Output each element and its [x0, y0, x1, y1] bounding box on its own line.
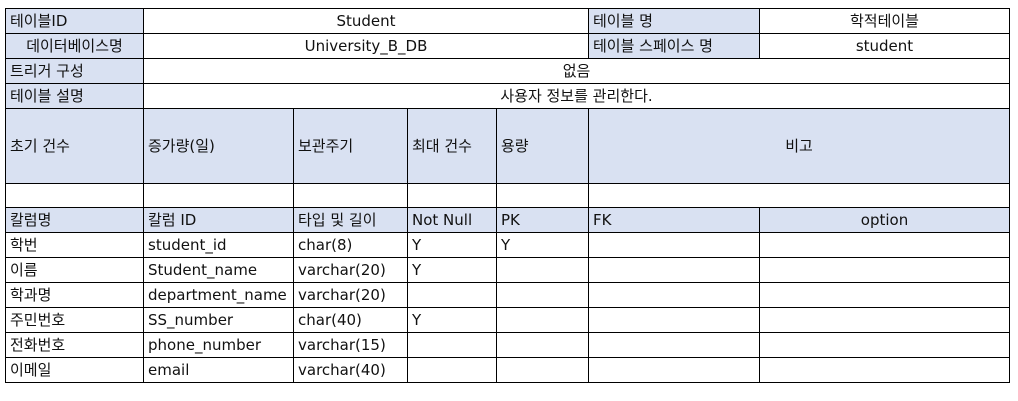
cell-pk[interactable]: Y: [496, 232, 589, 258]
row-db-name: 데이터베이스명 University_B_DB 테이블 스페이스 명 stude…: [5, 33, 1010, 59]
cell-option[interactable]: [759, 357, 1010, 383]
cell-type-length[interactable]: varchar(15): [293, 332, 408, 358]
cell-not-null[interactable]: Y: [407, 257, 497, 283]
cell-column-id[interactable]: student_id: [143, 232, 294, 258]
row-trigger: 트리거 구성 없음: [5, 58, 1010, 84]
cell-pk[interactable]: [496, 307, 589, 333]
value-table-id[interactable]: Student: [143, 8, 589, 34]
cell-column-id[interactable]: Student_name: [143, 257, 294, 283]
table-row: 학번 student_id char(8) Y Y: [5, 232, 1010, 258]
cell-column-id[interactable]: email: [143, 357, 294, 383]
cell-column-name[interactable]: 학번: [5, 232, 144, 258]
label-description[interactable]: 테이블 설명: [5, 83, 144, 109]
header-fk[interactable]: FK: [588, 207, 760, 233]
cell-daily-growth[interactable]: [143, 183, 294, 208]
cell-not-null[interactable]: Y: [407, 307, 497, 333]
cell-type-length[interactable]: char(8): [293, 232, 408, 258]
cell-not-null[interactable]: [407, 282, 497, 308]
header-type-length[interactable]: 타입 및 길이: [293, 207, 408, 233]
header-remarks[interactable]: 비고: [588, 108, 1010, 184]
table-row: 이름 Student_name varchar(20) Y: [5, 257, 1010, 283]
cell-fk[interactable]: [588, 232, 760, 258]
cell-remarks[interactable]: [588, 183, 1010, 208]
value-db-name[interactable]: University_B_DB: [143, 33, 589, 59]
row-description: 테이블 설명 사용자 정보를 관리한다.: [5, 83, 1010, 109]
table-row: 학과명 department_name varchar(20): [5, 282, 1010, 308]
cell-fk[interactable]: [588, 357, 760, 383]
label-table-name[interactable]: 테이블 명: [588, 8, 760, 34]
cell-capacity[interactable]: [496, 183, 589, 208]
cell-pk[interactable]: [496, 332, 589, 358]
cell-fk[interactable]: [588, 332, 760, 358]
row-volume-headers: 초기 건수 증가량(일) 보관주기 최대 건수 용량 비고: [5, 108, 1010, 184]
cell-type-length[interactable]: varchar(20): [293, 282, 408, 308]
label-table-id[interactable]: 테이블ID: [5, 8, 144, 34]
value-table-name[interactable]: 학적테이블: [759, 8, 1010, 34]
cell-retention[interactable]: [293, 183, 408, 208]
cell-fk[interactable]: [588, 307, 760, 333]
cell-column-id[interactable]: department_name: [143, 282, 294, 308]
cell-option[interactable]: [759, 332, 1010, 358]
column-rows: 학번 student_id char(8) Y Y 이름 Student_name varch…: [5, 232, 1010, 383]
cell-type-length[interactable]: char(40): [293, 307, 408, 333]
table-row: 전화번호 phone_number varchar(15): [5, 332, 1010, 358]
row-table-id: 테이블ID Student 테이블 명 학적테이블: [5, 8, 1010, 34]
row-volume-values: [5, 183, 1010, 208]
label-db-name[interactable]: 데이터베이스명: [5, 33, 144, 59]
cell-not-null[interactable]: [407, 332, 497, 358]
header-retention[interactable]: 보관주기: [293, 108, 408, 184]
header-initial-count[interactable]: 초기 건수: [5, 108, 144, 184]
value-trigger[interactable]: 없음: [143, 58, 1010, 84]
cell-column-name[interactable]: 학과명: [5, 282, 144, 308]
header-capacity[interactable]: 용량: [496, 108, 589, 184]
cell-column-id[interactable]: SS_number: [143, 307, 294, 333]
header-column-name[interactable]: 칼럼명: [5, 207, 144, 233]
header-pk[interactable]: PK: [496, 207, 589, 233]
cell-max-count[interactable]: [407, 183, 497, 208]
cell-not-null[interactable]: Y: [407, 232, 497, 258]
header-option[interactable]: option: [759, 207, 1010, 233]
cell-column-name[interactable]: 주민번호: [5, 307, 144, 333]
header-daily-growth[interactable]: 증가량(일): [143, 108, 294, 184]
header-not-null[interactable]: Not Null: [407, 207, 497, 233]
cell-type-length[interactable]: varchar(40): [293, 357, 408, 383]
row-column-headers: 칼럼명 칼럼 ID 타입 및 길이 Not Null PK FK option: [5, 207, 1010, 233]
cell-option[interactable]: [759, 257, 1010, 283]
cell-type-length[interactable]: varchar(20): [293, 257, 408, 283]
label-tablespace[interactable]: 테이블 스페이스 명: [588, 33, 760, 59]
table-row: 주민번호 SS_number char(40) Y: [5, 307, 1010, 333]
cell-column-name[interactable]: 전화번호: [5, 332, 144, 358]
cell-pk[interactable]: [496, 282, 589, 308]
table-row: 이메일 email varchar(40): [5, 357, 1010, 383]
cell-fk[interactable]: [588, 257, 760, 283]
value-description[interactable]: 사용자 정보를 관리한다.: [143, 83, 1010, 109]
value-tablespace[interactable]: student: [759, 33, 1010, 59]
label-trigger[interactable]: 트리거 구성: [5, 58, 144, 84]
cell-column-name[interactable]: 이름: [5, 257, 144, 283]
cell-fk[interactable]: [588, 282, 760, 308]
table-spec: 테이블ID Student 테이블 명 학적테이블 데이터베이스명 Univer…: [5, 8, 1010, 383]
cell-column-id[interactable]: phone_number: [143, 332, 294, 358]
cell-not-null[interactable]: [407, 357, 497, 383]
header-max-count[interactable]: 최대 건수: [407, 108, 497, 184]
cell-option[interactable]: [759, 282, 1010, 308]
cell-column-name[interactable]: 이메일: [5, 357, 144, 383]
cell-option[interactable]: [759, 307, 1010, 333]
cell-pk[interactable]: [496, 357, 589, 383]
cell-option[interactable]: [759, 232, 1010, 258]
cell-initial-count[interactable]: [5, 183, 144, 208]
header-column-id[interactable]: 칼럼 ID: [143, 207, 294, 233]
cell-pk[interactable]: [496, 257, 589, 283]
